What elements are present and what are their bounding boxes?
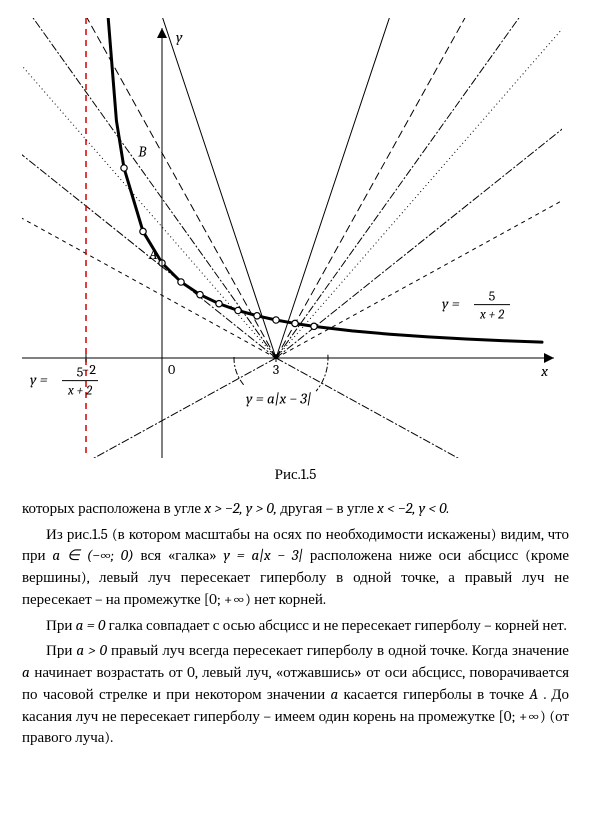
svg-text:5: 5 (489, 288, 496, 305)
p1-text-b: другая – в угле (280, 499, 377, 517)
paragraph-4: При a > 0 правый луч всегда пересекает г… (22, 640, 569, 749)
svg-text:y =: y = (30, 371, 48, 389)
figure-caption: Рис.1.5 (22, 464, 569, 486)
chart-svg: 0 −2 3 y x A By = 5 x + 2 y = 5 x + 2 y = a|x − 3| (22, 18, 562, 458)
svg-text:A: A (148, 245, 158, 263)
svg-text:y = a|x − 3|: y = a|x − 3| (246, 390, 312, 408)
p2-eq: y = a|x − 3| (224, 546, 304, 564)
svg-text:3: 3 (273, 361, 279, 378)
p2-a-in: a ∈ (−∞; 0) (52, 546, 133, 564)
p4-text-b: правый луч всегда пересекает гиперболу в… (111, 641, 569, 659)
svg-text:x + 2: x + 2 (67, 384, 92, 399)
p4-agt: a > 0 (76, 641, 107, 659)
p4-avar: a (22, 663, 30, 681)
paragraph-3: При a = 0 галка совпадает с осью абсцисс… (22, 615, 569, 637)
svg-text:x: x (540, 362, 548, 380)
paragraph-1: которых расположена в угле x > −2, y > 0… (22, 498, 569, 520)
p1-cond1: x > −2, y > 0, (204, 499, 277, 517)
svg-text:B: B (137, 143, 147, 161)
p4-text-d: касается гиперболы в точке (344, 685, 530, 703)
p1-text-a: которых расположена в угле (22, 499, 204, 517)
p4-avar2: a (330, 685, 338, 703)
svg-text:y: y (176, 28, 183, 46)
svg-text:y =: y = (442, 295, 460, 313)
paragraph-2: Из рис.1.5 (в котором масштабы на осях п… (22, 524, 569, 611)
p3-text-a: При (46, 616, 76, 634)
svg-text:5: 5 (77, 364, 84, 381)
svg-text:0: 0 (168, 361, 175, 378)
p4-text-a: При (46, 641, 76, 659)
p4-A: A (529, 685, 538, 703)
svg-text:−2: −2 (82, 361, 97, 378)
p3-a0: a = 0 (76, 616, 106, 634)
p1-cond2: x < −2, y < 0. (377, 499, 449, 517)
p3-text-b: галка совпадает с осью абсцисс и не пере… (109, 616, 567, 634)
figure-1-5: 0 −2 3 y x A By = 5 x + 2 y = 5 x + 2 y = a|x − 3| (22, 18, 569, 458)
svg-text:x + 2: x + 2 (479, 308, 504, 323)
p2-text-b: вся «галка» (140, 546, 223, 564)
